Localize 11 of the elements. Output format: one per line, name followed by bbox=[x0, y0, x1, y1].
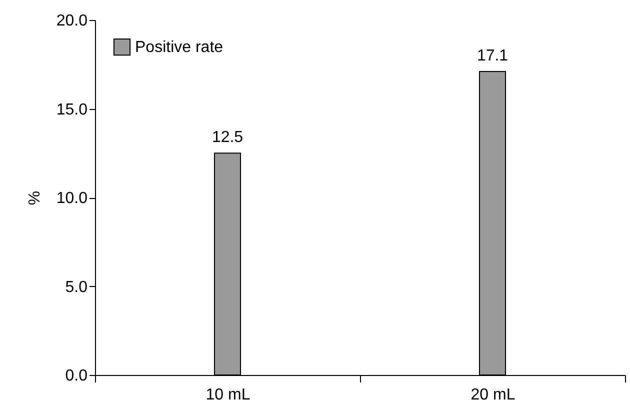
legend-label: Positive rate bbox=[135, 39, 224, 56]
x-tick-label: 10 mL bbox=[206, 386, 250, 404]
data-label: 12.5 bbox=[212, 129, 244, 146]
x-tick-label: 20 mL bbox=[470, 386, 516, 404]
y-tick-label: 15.0 bbox=[56, 101, 88, 118]
y-axis-title: % bbox=[26, 190, 44, 206]
y-tick-label: 0.0 bbox=[65, 368, 88, 384]
y-tick-label: 20.0 bbox=[56, 12, 88, 30]
data-label: 17.1 bbox=[476, 47, 508, 64]
y-tick-label: 10.0 bbox=[56, 190, 88, 207]
y-tick-label: 5.0 bbox=[65, 278, 88, 296]
